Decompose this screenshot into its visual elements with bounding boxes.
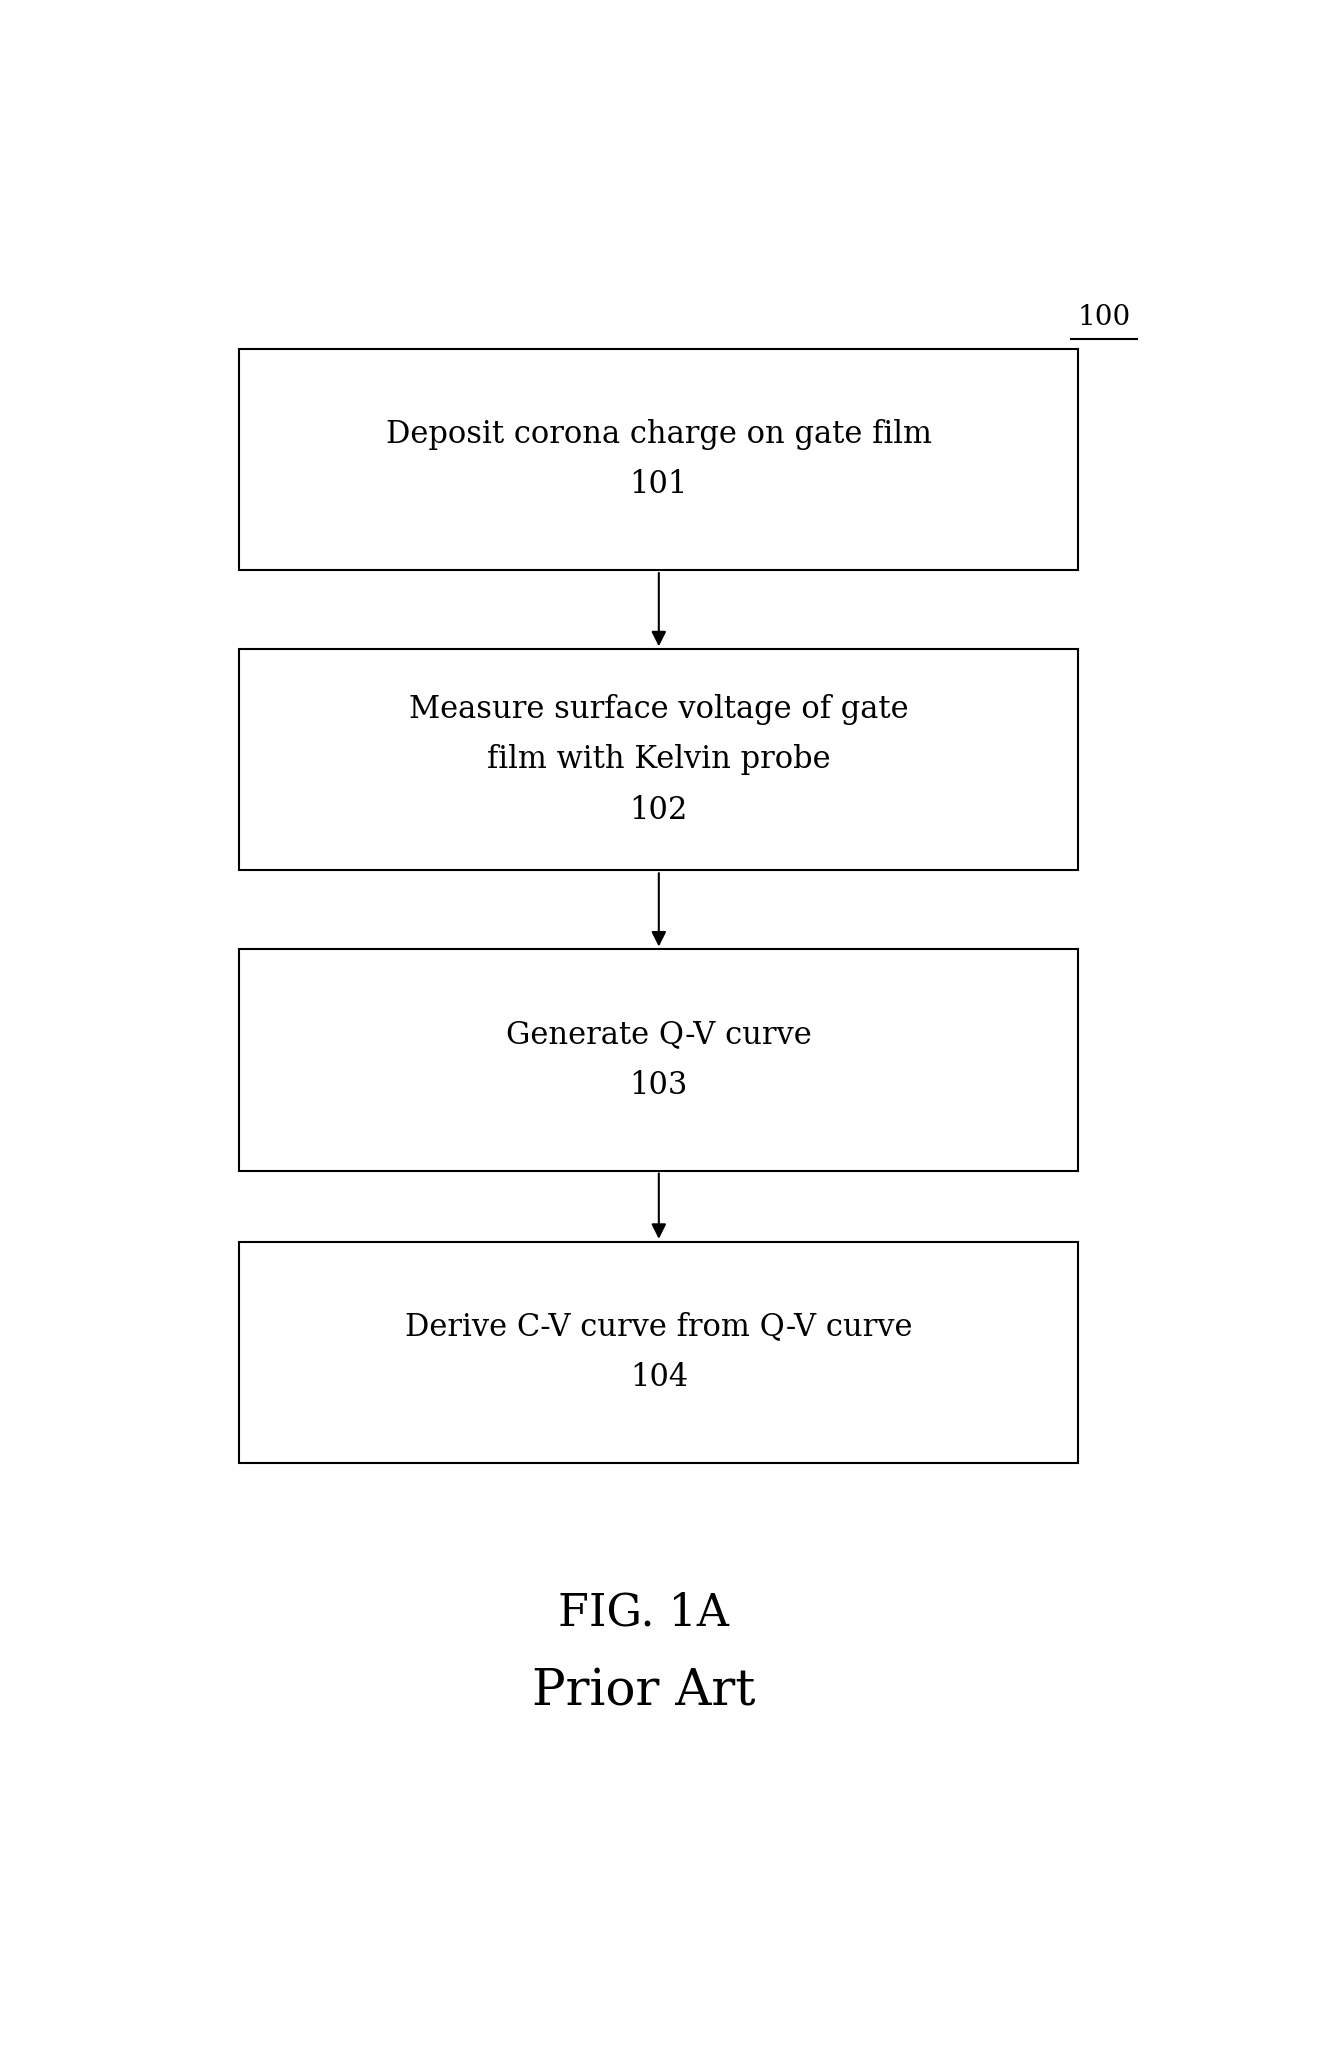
Text: film with Kelvin probe: film with Kelvin probe bbox=[488, 745, 831, 776]
Text: Deposit corona charge on gate film: Deposit corona charge on gate film bbox=[386, 419, 931, 449]
Text: Prior Art: Prior Art bbox=[532, 1668, 755, 1718]
Text: Generate Q-V curve: Generate Q-V curve bbox=[506, 1020, 812, 1051]
Bar bbox=[239, 648, 1078, 870]
Bar bbox=[239, 950, 1078, 1170]
Bar bbox=[239, 349, 1078, 570]
Bar bbox=[239, 1241, 1078, 1463]
Text: 104: 104 bbox=[629, 1363, 688, 1393]
Text: FIG. 1A: FIG. 1A bbox=[558, 1592, 728, 1635]
Text: 103: 103 bbox=[629, 1069, 688, 1100]
Text: 102: 102 bbox=[629, 794, 688, 825]
Text: 100: 100 bbox=[1077, 304, 1130, 330]
Text: Derive C-V curve from Q-V curve: Derive C-V curve from Q-V curve bbox=[405, 1311, 912, 1342]
Text: Measure surface voltage of gate: Measure surface voltage of gate bbox=[409, 694, 908, 724]
Text: 101: 101 bbox=[629, 470, 688, 501]
